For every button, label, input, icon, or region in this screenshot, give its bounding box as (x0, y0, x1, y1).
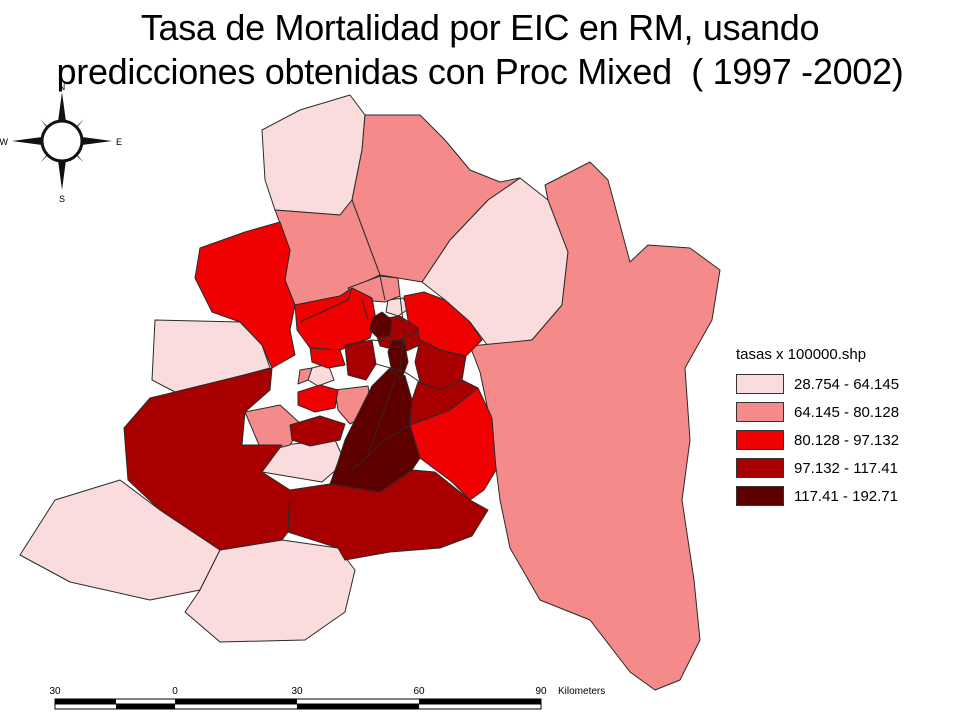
compass-rose-icon: N S E W (0, 82, 122, 204)
compass-east-label: E (116, 137, 122, 147)
region-center-mid-3 (297, 367, 313, 385)
legend-swatch (736, 486, 784, 506)
legend-label: 97.132 - 117.41 (794, 459, 898, 477)
legend-swatch (736, 374, 784, 394)
map-legend: tasas x 100000.shp 28.754 - 64.145 64.14… (736, 346, 899, 512)
title-line-1: Tasa de Mortalidad por EIC en RM, usando (140, 7, 820, 48)
legend-item: 117.41 - 192.71 (736, 484, 899, 508)
legend-swatch (736, 402, 784, 422)
compass-south-label: S (59, 194, 65, 204)
legend-title: tasas x 100000.shp (736, 346, 867, 363)
scale-tick-label: 60 (413, 686, 425, 697)
region-darkest-north (369, 311, 393, 339)
region-northwest-red (194, 221, 296, 369)
legend-item: 64.145 - 80.128 (736, 400, 899, 424)
legend-label: 64.145 - 80.128 (794, 403, 900, 421)
legend-item: 97.132 - 117.41 (736, 456, 899, 480)
scale-tick-label: 30 (49, 686, 61, 697)
scale-tick-label: 0 (172, 686, 178, 697)
region-center-red-1 (297, 384, 339, 413)
region-inner-dark-4 (344, 339, 377, 381)
region-center-dark (289, 415, 346, 447)
legend-item: 80.128 - 97.132 (736, 428, 899, 452)
title-line-2: predicciones obtenidas con Proc Mixed ( … (56, 51, 904, 92)
legend-label: 117.41 - 192.71 (794, 487, 898, 505)
region-darkest-south (329, 367, 421, 493)
scale-bar: 30 0 30 60 90 Kilometers (49, 686, 605, 710)
compass-west-label: W (0, 137, 9, 147)
legend-label: 28.754 - 64.145 (794, 375, 900, 393)
map-title: Tasa de Mortalidad por EIC en RM, usando… (0, 6, 960, 94)
region-andes-east (469, 161, 721, 691)
compass-north-label: N (59, 82, 66, 92)
legend-swatch (736, 458, 784, 478)
legend-label: 80.128 - 97.132 (794, 431, 900, 449)
scale-tick-label: 30 (291, 686, 303, 697)
region-south-light (184, 539, 356, 643)
legend-item: 28.754 - 64.145 (736, 372, 899, 396)
legend-swatch (736, 430, 784, 450)
region-boundaries (299, 275, 421, 471)
region-center-red-2 (309, 347, 346, 369)
scale-unit-label: Kilometers (558, 686, 605, 697)
scale-tick-label: 90 (535, 686, 547, 697)
map-regions (19, 94, 721, 691)
region-west-dark (123, 367, 291, 551)
region-north-light (261, 94, 366, 216)
